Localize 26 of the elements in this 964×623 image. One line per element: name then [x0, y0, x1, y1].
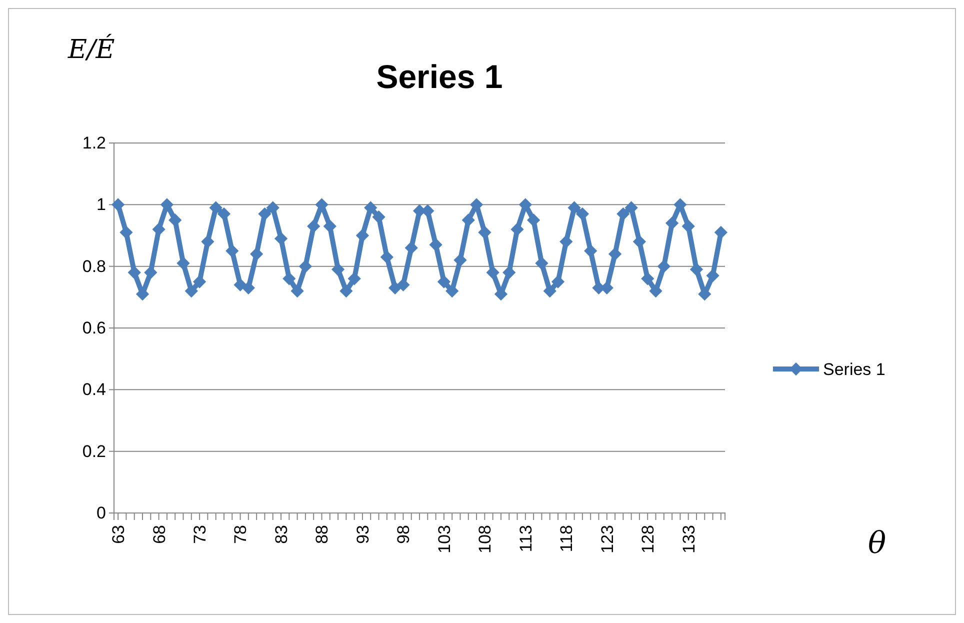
x-tick-label: 133 [679, 525, 698, 554]
y-tick-label: 1.2 [82, 133, 106, 152]
x-tick-label: 88 [312, 525, 332, 544]
y-tick-label: 0.6 [82, 318, 106, 338]
y-tick-label: 0.2 [82, 442, 106, 461]
y-axis-title: E/É [67, 33, 115, 65]
y-tick-label: 0.4 [82, 380, 106, 400]
x-tick-label: 63 [109, 525, 128, 544]
legend-label: Series 1 [823, 360, 886, 379]
y-tick-label: 0.8 [82, 256, 106, 276]
chart-title: Series 1 [376, 58, 503, 95]
x-tick-label: 78 [231, 525, 250, 544]
x-tick-label: 113 [516, 525, 536, 552]
y-tick-label: 1 [96, 195, 106, 214]
x-tick-label: 128 [638, 525, 658, 554]
x-tick-label: 93 [353, 525, 372, 544]
x-tick-label: 118 [557, 525, 576, 552]
x-tick-label: 83 [272, 525, 291, 544]
x-tick-label: 108 [476, 525, 495, 554]
x-tick-label: 103 [434, 525, 454, 554]
x-axis-title: θ [868, 526, 886, 561]
x-tick-label: 123 [598, 525, 617, 554]
y-tick-label: 0 [96, 503, 106, 522]
x-tick-label: 68 [150, 525, 169, 544]
x-tick-label: 98 [394, 525, 414, 544]
x-tick-label: 73 [190, 525, 210, 544]
